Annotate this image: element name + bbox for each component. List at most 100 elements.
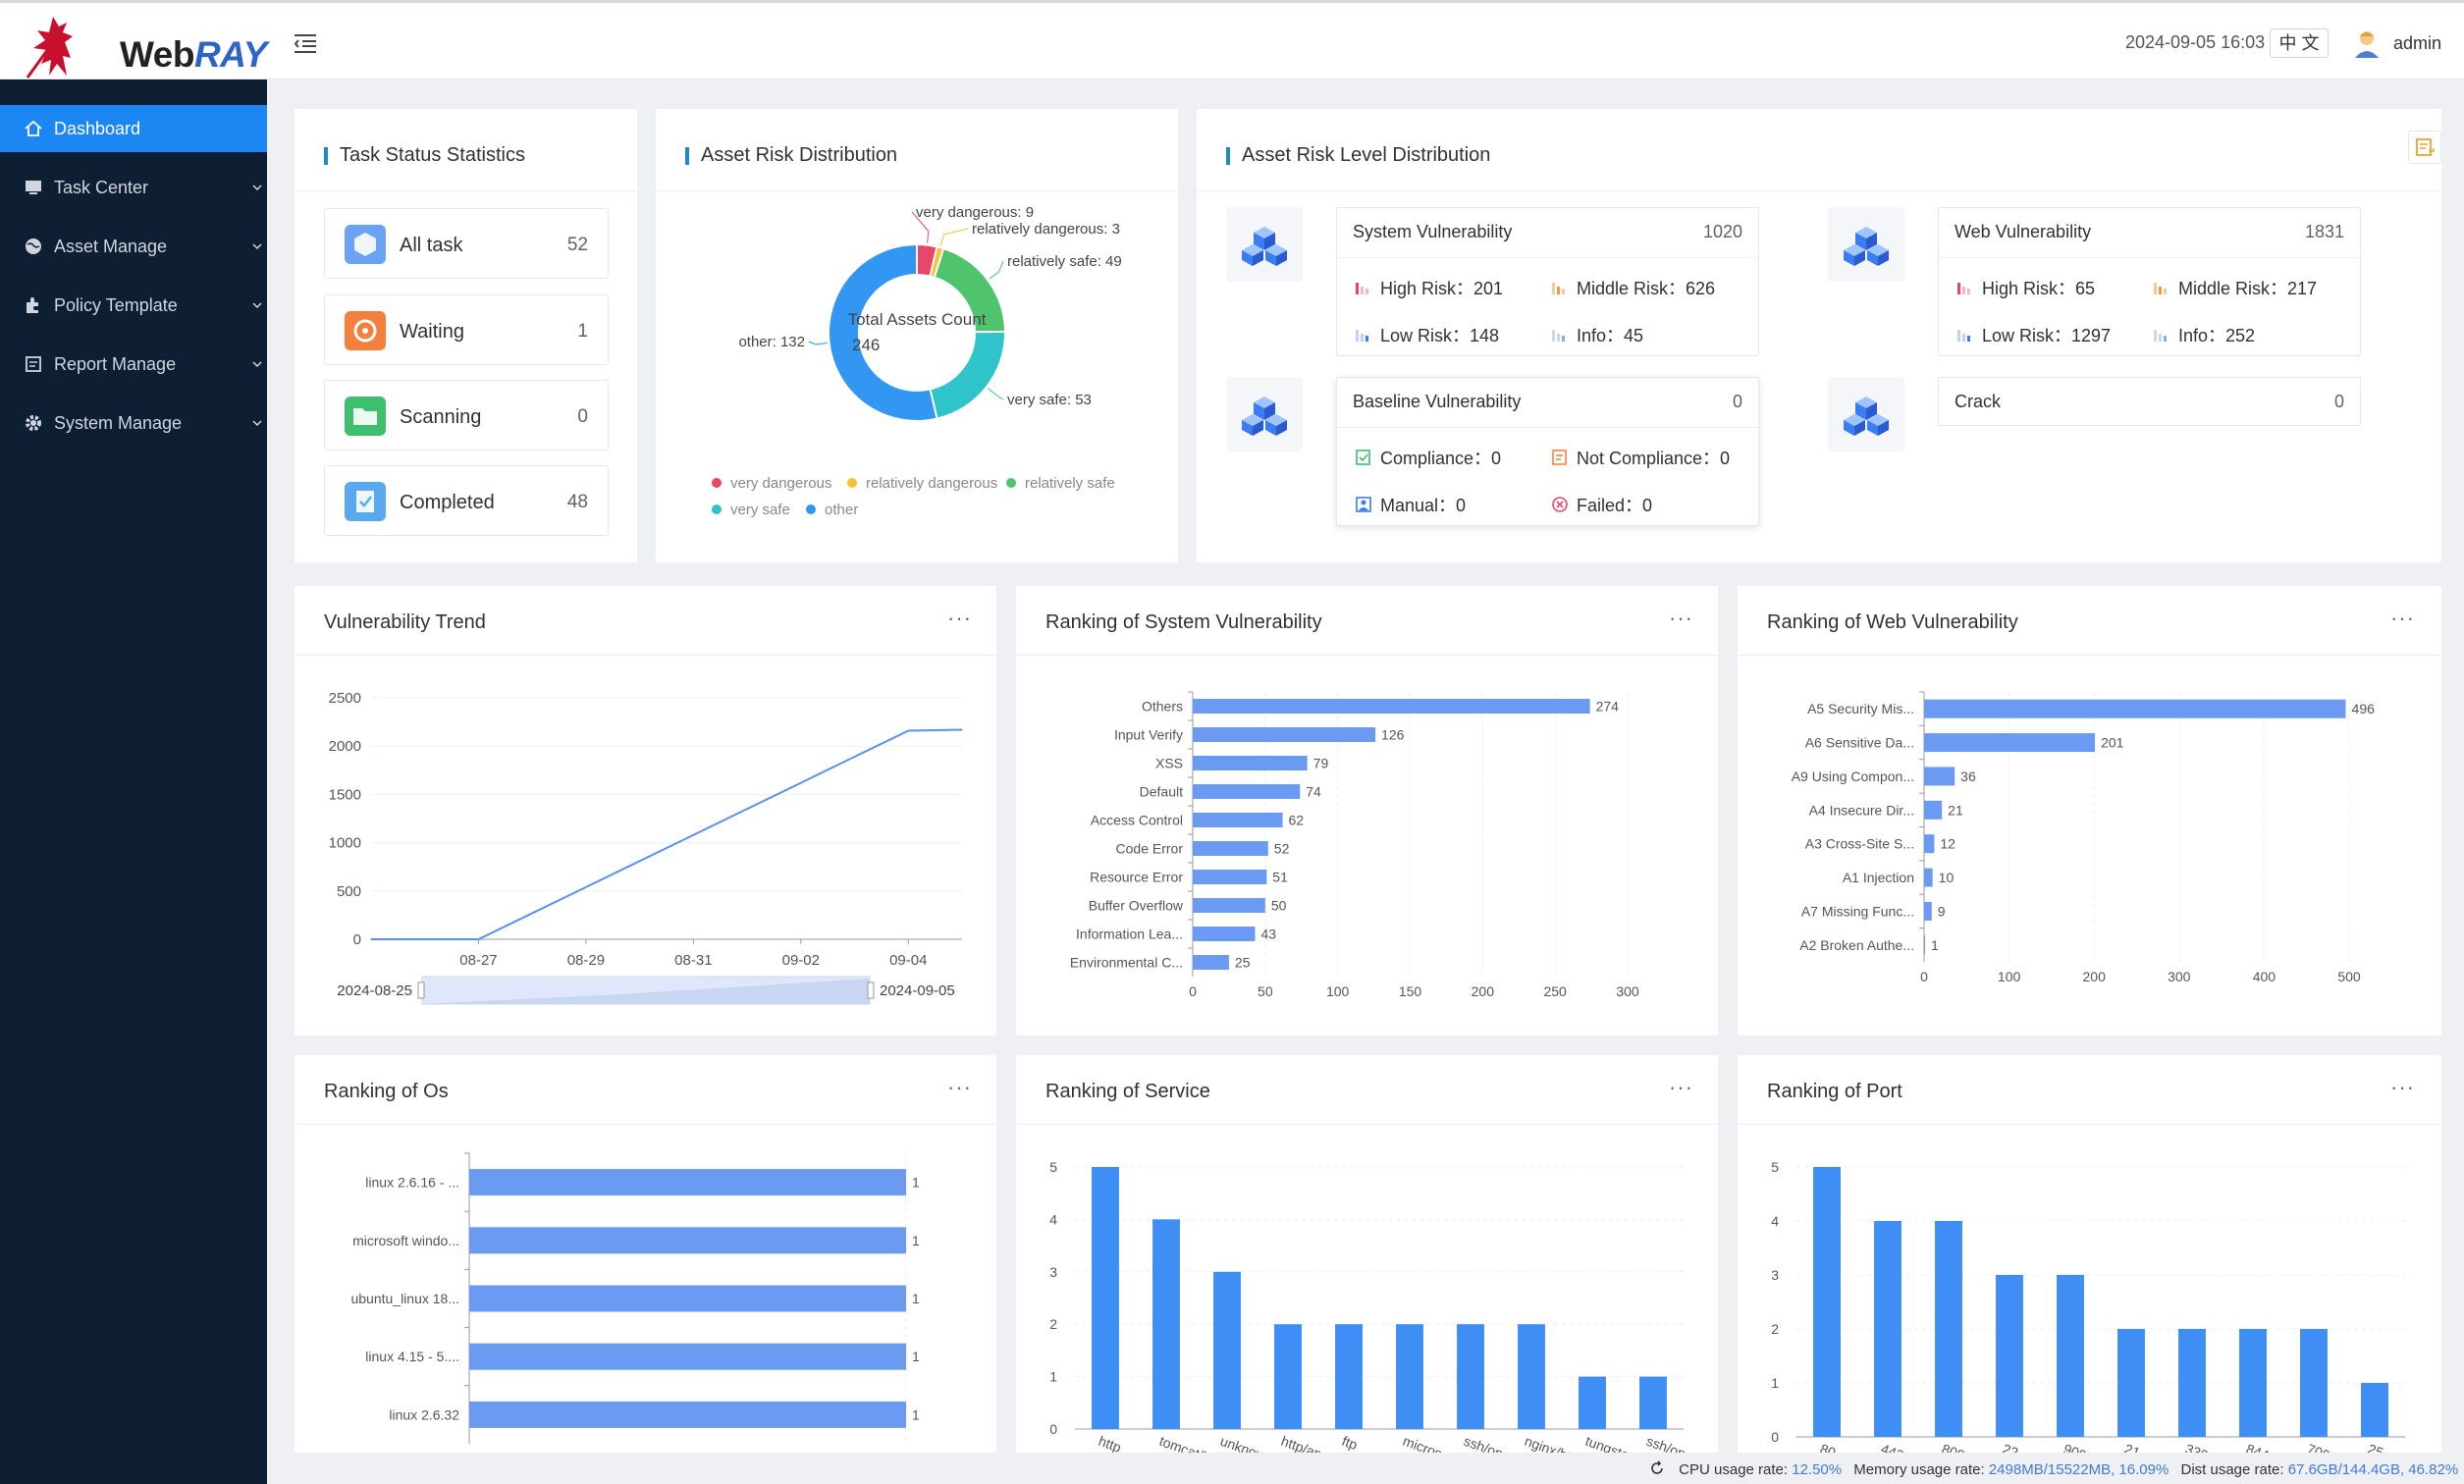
x-tick-label: 500 (2337, 969, 2361, 984)
bar (2178, 1329, 2206, 1437)
crack-box[interactable]: Crack 0 (1938, 377, 2361, 426)
home-icon (25, 120, 42, 136)
legend-marker (847, 478, 857, 488)
bar (1924, 800, 1943, 820)
sidebar-item-report-manage[interactable]: Report Manage (0, 341, 267, 388)
x-tick-label: 0 (1920, 969, 1928, 984)
more-options-icon[interactable]: ··· (947, 606, 972, 630)
sidebar-item-label: System Manage (54, 413, 183, 433)
y-tick-label: Access Control (1091, 813, 1183, 828)
y-tick-label: 1 (1049, 1369, 1057, 1385)
sidebar-item-asset-manage[interactable]: Asset Manage (0, 223, 267, 270)
baseline-vulnerability-box[interactable]: Baseline Vulnerability 0 Compliance：0 Not… (1336, 377, 1759, 526)
user-avatar-icon[interactable] (2352, 28, 2382, 58)
y-tick-label: 0 (1049, 1421, 1057, 1437)
x-tick-label: unknow... (1218, 1433, 1278, 1453)
more-options-icon[interactable]: ··· (1669, 606, 1693, 630)
sidebar-item-policy-template[interactable]: Policy Template (0, 282, 267, 329)
x-tick-label: 08-29 (567, 952, 605, 969)
chevron-down-icon (252, 243, 262, 250)
bar (469, 1401, 906, 1428)
system-vulnerability-box[interactable]: System Vulnerability 1020 High Risk：201 M… (1336, 207, 1759, 356)
system-status-bar: CPU usage rate: 12.50% Memory usage rate… (1649, 1460, 2464, 1480)
username-menu[interactable]: admin (2393, 33, 2442, 53)
low-risk-icon (1957, 330, 1970, 342)
trend-point (531, 912, 533, 914)
data-label: 62 (1289, 813, 1305, 828)
donut-label-line (989, 260, 1004, 280)
x-tick-label: tomcat/h... (1157, 1433, 1223, 1453)
bar (1092, 1167, 1119, 1429)
bar (1193, 898, 1265, 913)
bar (1518, 1324, 1545, 1429)
sidebar-item-dashboard[interactable]: Dashboard (0, 105, 267, 152)
collapse-menu-icon[interactable] (293, 30, 320, 58)
y-tick-label: 5 (1771, 1159, 1779, 1175)
task-status-card: Task Status Statistics All task 52 Waitin… (295, 109, 637, 562)
data-label: 12 (1940, 836, 1955, 852)
webray-logo[interactable]: WebRAY (24, 13, 267, 80)
web-vulnerability-box[interactable]: Web Vulnerability 1831 High Risk：65 Middl… (1938, 207, 2361, 356)
info-item: Info：45 (1551, 322, 1643, 347)
sidebar-item-label: Dashboard (54, 119, 141, 138)
more-options-icon[interactable]: ··· (2390, 606, 2415, 630)
x-tick-label: ftp (1340, 1433, 1360, 1453)
bar (1639, 1376, 1667, 1429)
y-tick-label: Default (1140, 784, 1183, 800)
task-all[interactable]: All task 52 (324, 208, 609, 279)
donut-label-line (911, 211, 930, 243)
sidebar-item-task-center[interactable]: Task Center (0, 164, 267, 211)
bar (2239, 1329, 2267, 1437)
bar (469, 1343, 906, 1370)
more-options-icon[interactable]: ··· (947, 1075, 972, 1099)
vulnerability-trend-card: Vulnerability Trend ··· 0 500 1000 1500 2000… (295, 586, 996, 1035)
high-risk-item: High Risk：65 (1956, 275, 2095, 300)
x-tick-label: 8443 (2244, 1441, 2278, 1453)
y-tick-label: Input Verify (1114, 727, 1183, 743)
y-tick-label: 4 (1049, 1211, 1057, 1227)
asset-risk-card: Asset Risk Distribution very dangerous: … (656, 109, 1178, 562)
legend-item: other (825, 502, 858, 518)
task-waiting[interactable]: Waiting 1 (324, 294, 609, 365)
more-options-icon[interactable]: ··· (2390, 1075, 2415, 1099)
low-risk-item: Low Risk：148 (1355, 322, 1499, 347)
data-label: 126 (1381, 727, 1405, 743)
donut-label-line (939, 228, 969, 246)
x-tick-label: 100 (1326, 983, 1350, 999)
y-tick-label: 2500 (329, 690, 361, 707)
bar (1457, 1324, 1484, 1429)
y-tick-label: A9 Using Compon... (1792, 768, 1914, 784)
donut-slice-label: relatively safe: 49 (1007, 253, 1122, 270)
chevron-down-icon (252, 185, 262, 191)
export-icon[interactable] (2408, 131, 2441, 164)
y-tick-label: XSS (1155, 756, 1183, 771)
legend-item: very safe (730, 502, 790, 518)
x-tick-label: 08-31 (674, 952, 712, 969)
sidebar-item-system-manage[interactable]: System Manage (0, 399, 267, 447)
task-scanning[interactable]: Scanning 0 (324, 380, 609, 450)
donut-slice-label: other: 132 (738, 334, 805, 350)
cubes-icon (1226, 207, 1303, 282)
risk-level-card: Asset Risk Level Distribution System Vul… (1197, 109, 2441, 562)
task-completed[interactable]: Completed 48 (324, 465, 609, 536)
x-tick-label: 100 (1998, 969, 2021, 984)
bar (1924, 834, 1935, 854)
bar (1874, 1221, 1902, 1437)
more-options-icon[interactable]: ··· (1669, 1075, 1693, 1099)
legend-marker (712, 504, 722, 514)
card-title: Ranking of Os (324, 1081, 449, 1102)
hourglass-icon (345, 311, 386, 350)
y-tick-label: Buffer Overflow (1089, 898, 1184, 914)
y-tick-label: 3 (1771, 1267, 1779, 1283)
x-tick-label: 0 (1189, 983, 1197, 999)
data-label: 79 (1313, 756, 1329, 771)
bar (1213, 1271, 1241, 1429)
monitor-icon (26, 181, 41, 194)
x-tick-label: 200 (2083, 969, 2107, 984)
y-tick-label: 1000 (329, 835, 361, 852)
x-tick-label: http/apa... (1279, 1433, 1342, 1453)
y-tick-label: A1 Injection (1843, 870, 1914, 885)
zoom-end-label: 2024-09-05 (880, 982, 955, 999)
refresh-icon[interactable] (1649, 1460, 1665, 1480)
language-switch-button[interactable]: 中 文 (2270, 28, 2329, 58)
